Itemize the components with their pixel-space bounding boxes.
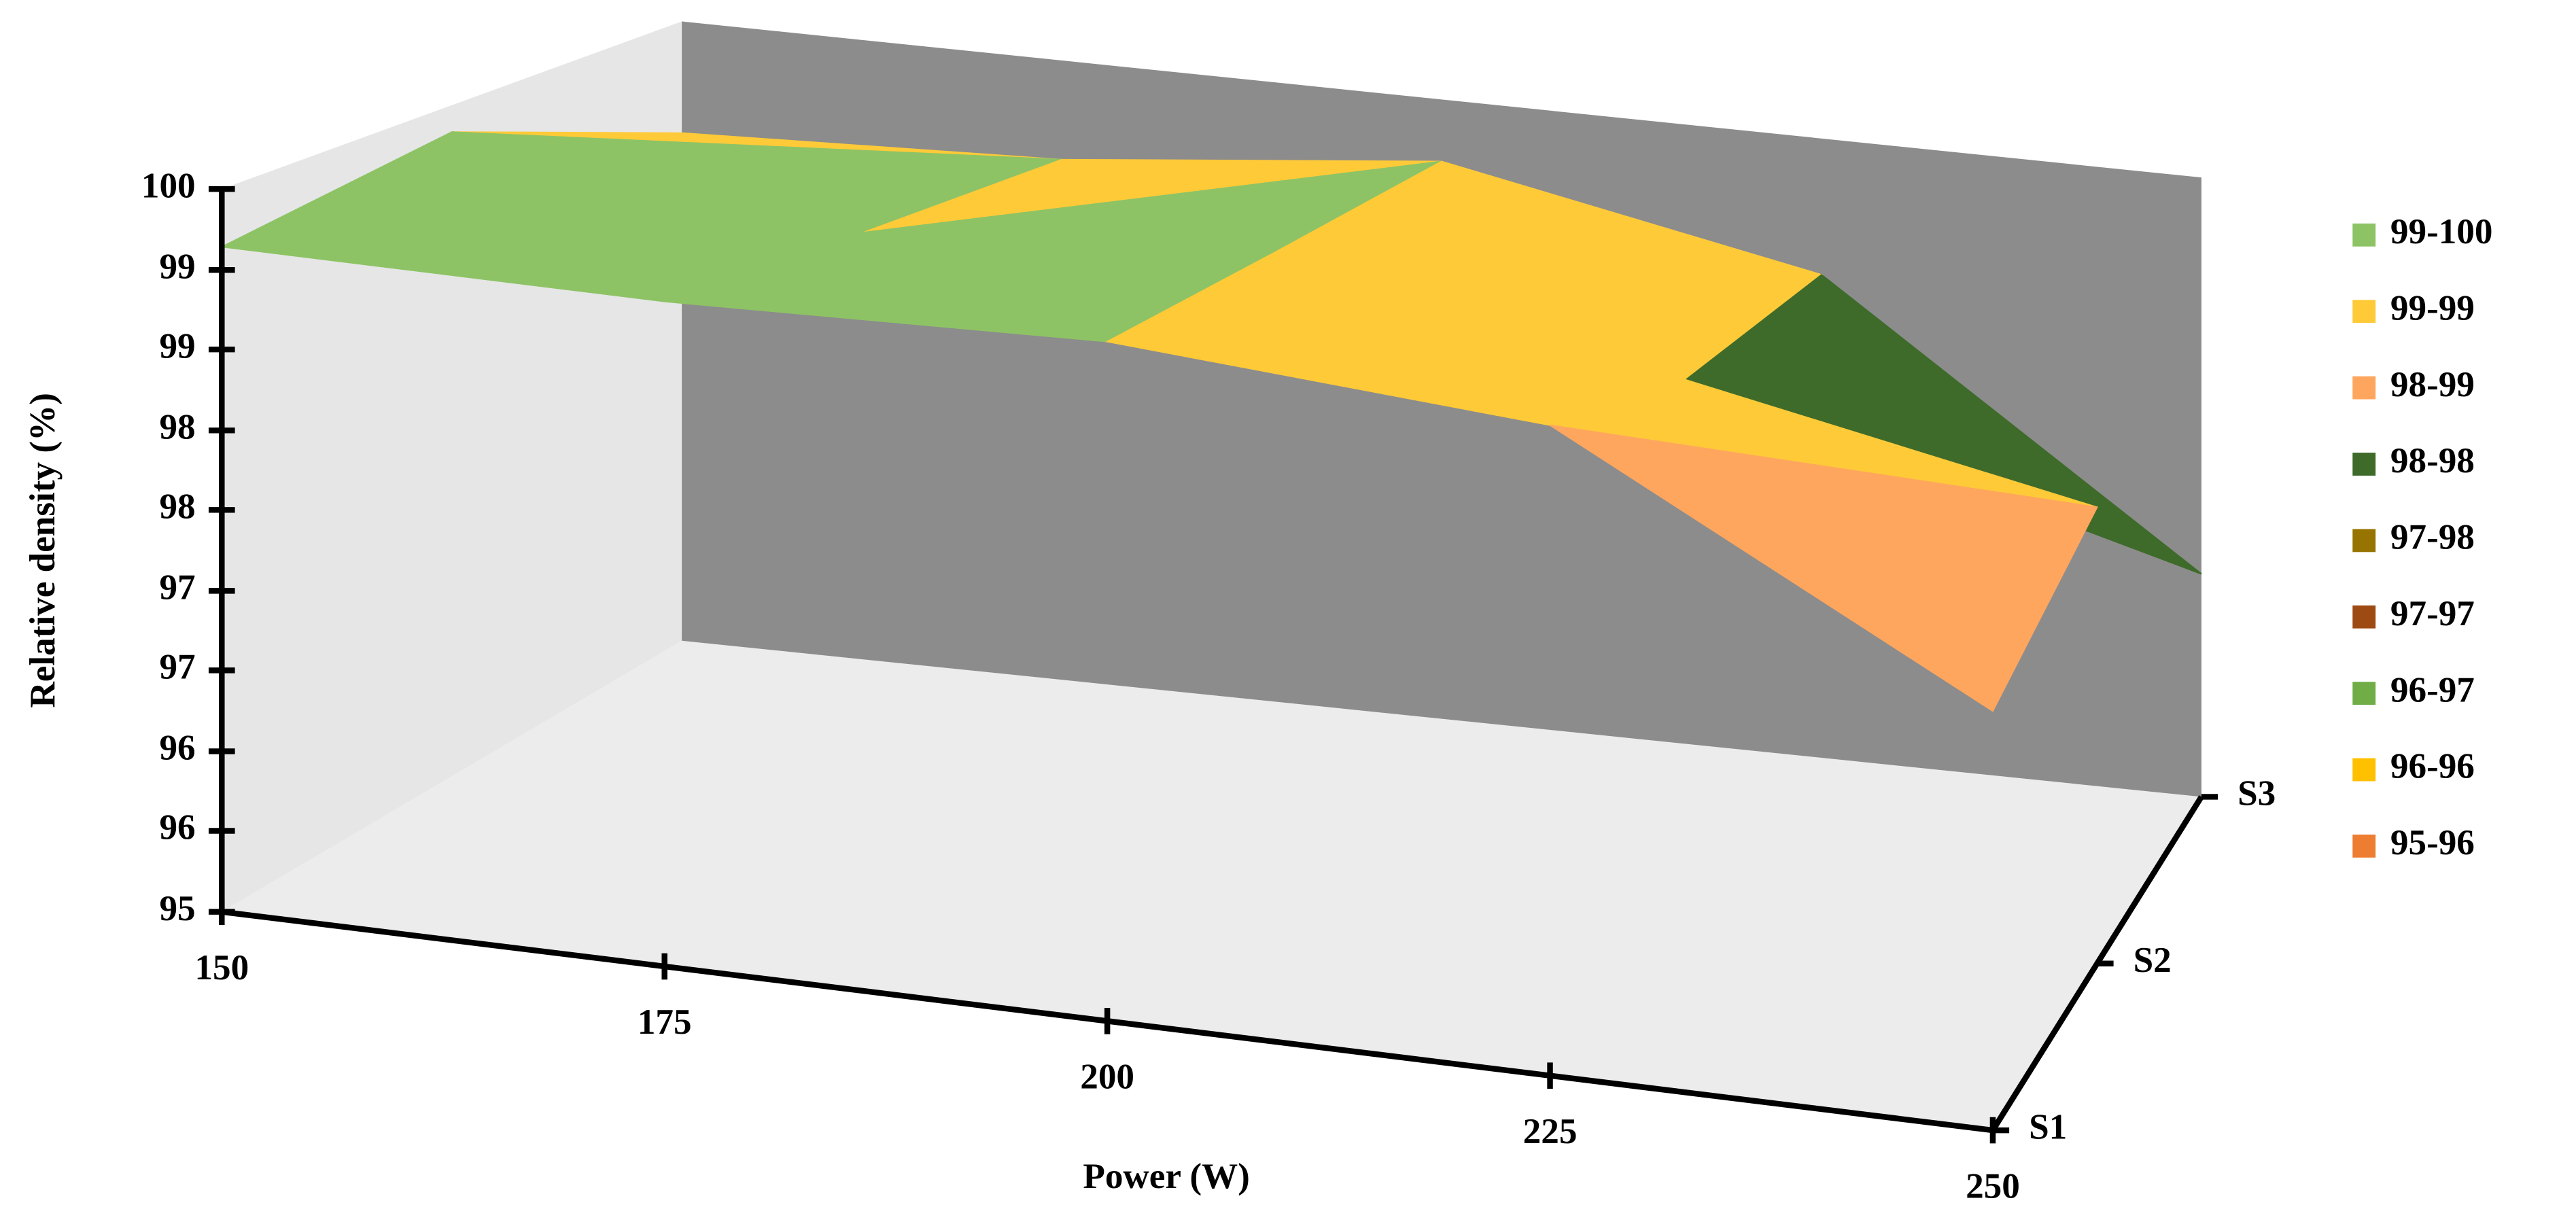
y-tick-label: 96: [159, 807, 195, 847]
legend-label: 99-99: [2390, 287, 2475, 328]
legend-swatch: [2352, 835, 2376, 858]
x-tick-label: 200: [1080, 1057, 1134, 1097]
legend-label: 96-97: [2390, 669, 2475, 710]
legend-swatch: [2352, 300, 2376, 324]
y-tick-label: 97: [159, 647, 195, 687]
y-tick-label: 98: [159, 487, 195, 527]
legend-label: 95-96: [2390, 822, 2475, 862]
legend-label: 97-98: [2390, 517, 2475, 557]
z-tick-label: S2: [2134, 940, 2172, 980]
x-tick-label: 225: [1523, 1111, 1578, 1151]
y-tick-label: 95: [159, 888, 195, 928]
x-tick-label: 150: [194, 947, 249, 987]
y-tick-label: 99: [159, 246, 195, 286]
surface-patch: [1550, 424, 2098, 712]
legend-swatch: [2352, 376, 2376, 400]
z-tick-label: S3: [2238, 773, 2276, 814]
x-axis-title: Power (W): [1083, 1156, 1250, 1196]
legend-label: 96-96: [2390, 746, 2475, 786]
legend-swatch: [2352, 529, 2376, 553]
legend-label: 98-98: [2390, 440, 2475, 480]
y-tick-label: 96: [159, 728, 195, 768]
z-tick-label: S1: [2029, 1106, 2067, 1147]
legend-swatch: [2352, 758, 2376, 782]
legend-swatch: [2352, 682, 2376, 705]
y-tick-label: 100: [141, 165, 196, 205]
legend-label: 99-100: [2390, 211, 2493, 251]
floor: [222, 640, 2201, 1131]
y-axis-title: Relative density (%): [22, 393, 63, 708]
legend-label: 98-99: [2390, 364, 2475, 404]
legend-label: 97-97: [2390, 593, 2475, 633]
legend-swatch: [2352, 453, 2376, 476]
legend-swatch: [2352, 223, 2376, 247]
y-tick-label: 99: [159, 326, 195, 366]
x-tick-label: 175: [638, 1002, 692, 1042]
y-tick-label: 98: [159, 407, 195, 447]
legend-swatch: [2352, 605, 2376, 629]
x-tick-label: 250: [1966, 1166, 2020, 1206]
y-tick-label: 97: [159, 567, 195, 608]
